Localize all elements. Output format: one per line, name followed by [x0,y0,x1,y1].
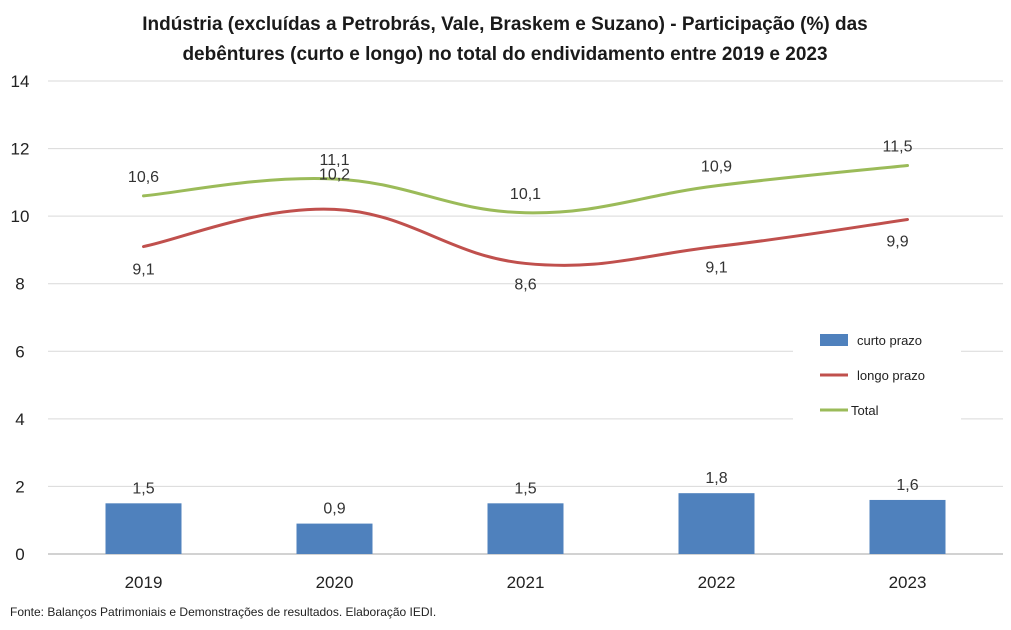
line-data-label: 10,2 [319,166,350,183]
legend-label: Total [851,403,879,418]
legend-label: longo prazo [857,368,925,383]
line-total [142,163,909,215]
source-note: Fonte: Balanços Patrimoniais e Demonstra… [10,605,436,619]
bar-data-label: 1,5 [132,480,154,497]
legend-label: curto prazo [857,333,922,348]
x-tick-label: 2021 [507,573,545,592]
y-tick-label: 2 [15,477,24,496]
bar-data-label: 0,9 [323,501,345,518]
line-series [142,163,909,267]
line-data-label: 10,1 [510,186,541,203]
x-tick-label: 2022 [698,573,736,592]
line-data-label: 10,9 [701,159,732,176]
bar-2020 [296,523,373,554]
line-data-label: 9,1 [705,260,727,277]
line-data-label: 10,6 [128,169,159,186]
bar-data-label: 1,5 [514,480,536,497]
x-tick-label: 2023 [889,573,927,592]
y-tick-label: 12 [11,140,30,159]
y-tick-label: 8 [15,275,24,294]
line-data-label: 9,1 [132,262,154,279]
bar-data-label: 1,8 [705,470,727,487]
bar-2021 [487,503,564,554]
legend-swatch-bar [820,334,848,346]
x-tick-label: 2019 [125,573,163,592]
gridlines [48,80,1003,555]
bar-2023 [869,499,946,554]
y-tick-label: 10 [11,207,30,226]
bar-2022 [678,493,755,554]
line-data-label: 8,6 [514,276,536,293]
y-tick-label: 4 [15,410,24,429]
bar-2019 [105,503,182,554]
y-tick-label: 6 [15,342,24,361]
y-tick-label: 14 [11,72,30,91]
bar-data-label: 1,6 [896,477,918,494]
chart-title-line1: Indústria (excluídas a Petrobrás, Vale, … [142,14,867,35]
y-axis-ticks: 0 2 4 6 8 10 12 14 [11,72,30,564]
line-data-label: 11,5 [883,138,913,155]
x-axis-ticks: 2019 2020 2021 2022 2023 [125,573,927,592]
chart-title-line2: debêntures (curto e longo) no total do e… [182,44,827,65]
line-longo-prazo [142,207,909,267]
x-tick-label: 2020 [316,573,354,592]
line-data-label: 9,9 [886,234,908,251]
data-labels: 1,5 0,9 1,5 1,8 1,6 9,1 10,2 8,6 9,1 9,9 10,6 11,1 1… [128,138,919,517]
y-tick-label: 0 [15,545,24,564]
bar-series-curto-prazo [105,493,946,554]
legend: curto prazo longo prazo Total [793,322,961,424]
line-data-label: 11,1 [320,152,350,169]
